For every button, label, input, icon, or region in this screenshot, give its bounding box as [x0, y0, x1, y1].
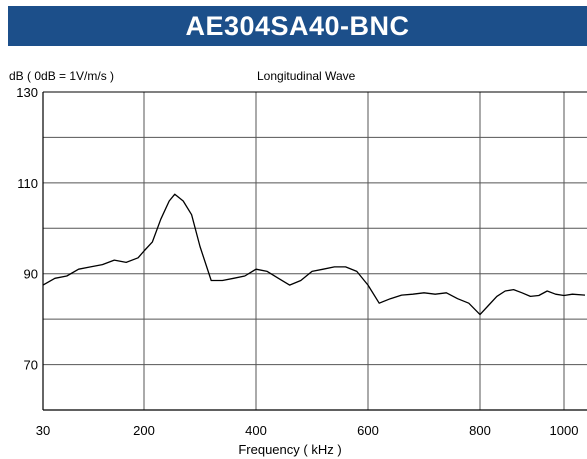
response-curve-line: [42, 193, 586, 316]
y-tick-label: 110: [17, 176, 38, 191]
x-tick-label: 1000: [550, 423, 579, 438]
x-tick-label: 30: [36, 423, 50, 438]
chart-subtitle: Longitudinal Wave: [257, 69, 356, 83]
x-tick-label: 800: [469, 423, 491, 438]
y-tick-label: 70: [24, 358, 38, 373]
chart-title-banner: AE304SA40-BNC: [8, 6, 587, 46]
x-tick-label: 200: [133, 423, 155, 438]
x-axis-label: Frequency ( kHz ): [238, 442, 342, 457]
y-axis-label: dB ( 0dB = 1V/m/s ): [9, 69, 115, 83]
y-tick-label: 90: [24, 267, 38, 282]
x-tick-label: 400: [245, 423, 267, 438]
x-tick-label: 600: [357, 423, 379, 438]
y-tick-label: 130: [16, 85, 38, 100]
